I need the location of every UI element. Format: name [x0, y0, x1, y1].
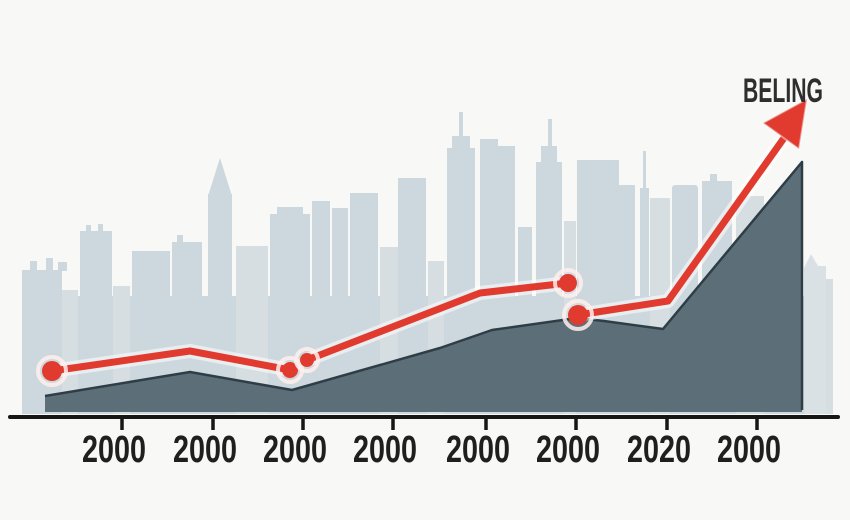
trend-line-layer [36, 97, 809, 387]
data-point-marker [559, 274, 577, 292]
x-axis-label: 2000 [446, 429, 510, 471]
x-axis-label: 2000 [82, 429, 146, 471]
area-series-layer [44, 160, 804, 412]
x-axis-label: 2020 [627, 429, 691, 471]
x-axis-label: 2000 [173, 429, 237, 471]
area-series [45, 162, 802, 412]
x-axis-label: 2000 [353, 429, 417, 471]
data-point-marker [300, 353, 314, 367]
data-point-marker [568, 305, 588, 325]
x-axis-label: 2000 [536, 429, 600, 471]
trend-line-segment [303, 279, 572, 364]
data-point-halo [294, 347, 320, 373]
data-point-halo [562, 299, 594, 331]
data-point-marker [282, 362, 298, 378]
x-axis-label: 2000 [263, 429, 327, 471]
data-point-halo [553, 268, 583, 298]
x-axis-layer: 2000 2000 2000 2000 2000 2000 2020 2000 [8, 415, 840, 471]
x-axis-label: 2000 [717, 429, 781, 471]
trend-line-segment [48, 347, 294, 375]
area-outline [44, 160, 804, 410]
data-point-marker [42, 361, 62, 381]
data-point-halo [36, 355, 68, 387]
trend-line-segment [574, 134, 788, 319]
annotation-label: BELING [743, 72, 823, 110]
trend-arrow-head [761, 97, 809, 151]
